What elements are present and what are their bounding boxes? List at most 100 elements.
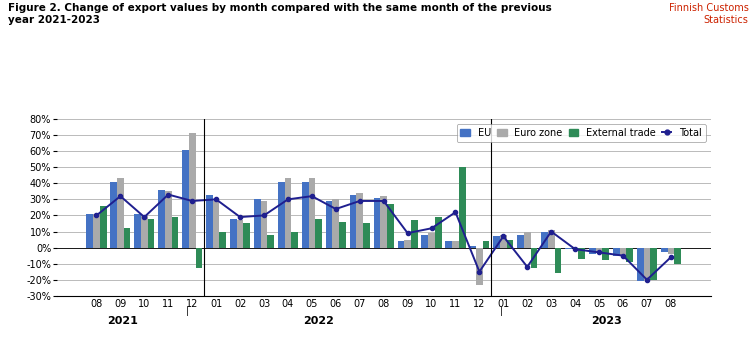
Bar <box>117 178 124 248</box>
Legend: EU, Euro zone, External trade, Total: EU, Euro zone, External trade, Total <box>457 124 706 142</box>
Total <box>522 265 531 269</box>
Total <box>475 270 484 274</box>
Total <box>236 215 245 219</box>
Bar <box>363 223 370 248</box>
Total <box>212 197 221 201</box>
Bar <box>459 167 466 248</box>
Bar <box>435 217 442 248</box>
Total <box>571 247 580 251</box>
Bar <box>261 201 268 248</box>
Bar <box>291 232 298 248</box>
Total <box>259 214 268 218</box>
Bar <box>254 199 261 248</box>
Bar <box>476 248 483 285</box>
Total <box>164 192 173 197</box>
Bar <box>124 228 131 248</box>
Text: |: | <box>186 307 189 316</box>
Bar <box>147 219 154 248</box>
Bar <box>219 232 226 248</box>
Text: Figure 2. Change of export values by month compared with the same month of the p: Figure 2. Change of export values by mon… <box>8 3 551 25</box>
Bar <box>643 248 650 280</box>
Bar <box>356 193 363 248</box>
Bar <box>206 194 212 248</box>
Bar <box>278 182 284 248</box>
Total <box>331 207 340 211</box>
Total <box>308 194 317 198</box>
Bar <box>452 241 459 248</box>
Bar <box>469 246 476 248</box>
Bar <box>380 196 387 248</box>
Bar <box>373 198 380 248</box>
Line: Total: Total <box>94 192 673 282</box>
Bar <box>428 233 435 248</box>
Total <box>643 278 652 282</box>
Bar <box>141 216 147 248</box>
Total <box>499 234 508 238</box>
Bar <box>135 214 141 248</box>
Bar <box>603 248 609 260</box>
Total <box>547 230 556 234</box>
Bar <box>196 248 203 269</box>
Bar <box>627 248 633 262</box>
Text: Finnish Customs
Statistics: Finnish Customs Statistics <box>668 3 748 25</box>
Total <box>140 215 149 219</box>
Bar <box>172 217 178 248</box>
Bar <box>398 241 404 248</box>
Total <box>594 250 603 254</box>
Bar <box>158 190 165 248</box>
Text: 2023: 2023 <box>590 317 621 326</box>
Bar <box>302 182 308 248</box>
Total <box>379 199 389 203</box>
Bar <box>350 194 356 248</box>
Bar <box>237 220 243 248</box>
Bar <box>596 248 603 252</box>
Bar <box>189 134 196 248</box>
Bar <box>578 248 585 259</box>
Bar <box>182 150 189 248</box>
Bar <box>637 248 643 281</box>
Bar <box>339 222 345 248</box>
Total <box>284 197 293 201</box>
Bar <box>541 232 548 248</box>
Text: |: | <box>500 307 503 316</box>
Bar <box>326 201 333 248</box>
Bar <box>483 241 489 248</box>
Bar <box>212 201 219 248</box>
Bar <box>668 248 674 254</box>
Bar <box>165 191 172 248</box>
Bar <box>500 235 507 248</box>
Bar <box>411 220 417 248</box>
Bar <box>422 235 428 248</box>
Total <box>618 254 627 258</box>
Bar <box>315 219 322 248</box>
Total <box>355 199 364 203</box>
Bar <box>661 248 668 252</box>
Text: 2022: 2022 <box>303 317 333 326</box>
Total <box>116 194 125 198</box>
Bar <box>548 230 555 248</box>
Bar <box>620 248 627 256</box>
Bar <box>517 235 524 248</box>
Bar <box>650 248 657 280</box>
Bar <box>493 236 500 248</box>
Bar <box>531 248 538 269</box>
Total <box>92 214 101 218</box>
Bar <box>404 240 411 248</box>
Total <box>451 210 460 214</box>
Bar <box>613 248 620 256</box>
Bar <box>507 240 513 248</box>
Total <box>666 255 675 259</box>
Bar <box>230 219 237 248</box>
Bar <box>284 178 291 248</box>
Bar <box>308 178 315 248</box>
Bar <box>565 248 572 249</box>
Bar <box>555 248 561 273</box>
Bar <box>100 206 107 248</box>
Bar <box>86 214 93 248</box>
Total <box>187 199 197 203</box>
Bar <box>93 214 100 248</box>
Bar <box>524 232 531 248</box>
Bar <box>333 199 339 248</box>
Total <box>427 226 436 230</box>
Bar <box>589 248 596 254</box>
